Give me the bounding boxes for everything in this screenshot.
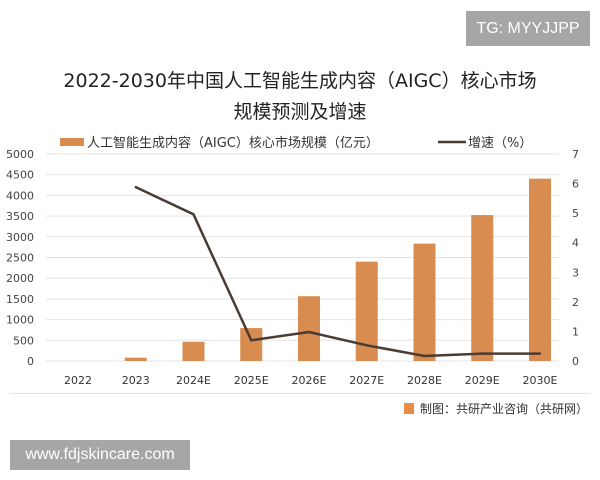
legend-line-label: 增速（%） [468, 136, 532, 151]
growth-point-2024E [192, 213, 195, 216]
bar-2029E [471, 215, 494, 361]
y-right-tick-label: 3 [572, 266, 579, 279]
bar-2026E [298, 296, 320, 361]
y-left-tick-label: 0 [27, 355, 34, 368]
bar-2023 [124, 357, 147, 361]
y-left-tick-label: 1500 [6, 293, 34, 306]
growth-point-2027E [365, 344, 368, 347]
watermark-badge-bottom: www.fdjskincare.com [10, 440, 190, 470]
bar-2030E [529, 178, 551, 361]
legend: 人工智能生成内容（AIGC）核心市场规模（亿元） 增速（%） [60, 135, 532, 151]
x-tick-label: 2022 [64, 374, 92, 387]
y-left-tick-label: 2000 [6, 272, 34, 285]
y-left-tick-label: 2500 [6, 252, 34, 265]
y-right-tick-label: 5 [572, 207, 579, 220]
growth-point-2026E [307, 330, 311, 334]
footer-divider [10, 393, 590, 394]
x-tick-label: 2030E [523, 374, 558, 387]
source-logo-icon [403, 403, 414, 414]
growth-point-2028E [423, 354, 426, 358]
y-right-tick-label: 4 [572, 237, 579, 250]
x-tick-label: 2029E [465, 374, 500, 387]
x-tick-label: 2023 [122, 374, 150, 387]
legend-bar-swatch [60, 138, 84, 146]
y-right-tick-label: 0 [572, 355, 579, 368]
y-left-tick-label: 1000 [6, 314, 34, 327]
y-left-tick-label: 3500 [6, 210, 34, 223]
y-right-tick-label: 2 [572, 296, 579, 309]
y-right-tick-label: 7 [572, 148, 579, 161]
growth-line [135, 185, 540, 358]
x-tick-label: 2028E [407, 374, 442, 387]
growth-point-2023 [134, 185, 137, 189]
source-credit: 制图：共研产业咨询（共研网） [403, 400, 588, 417]
growth-point-2030E [538, 352, 542, 355]
chart-title-line2: 规模预测及增速 [233, 101, 367, 123]
bar-2028E [413, 243, 436, 361]
y-left-tick-label: 500 [13, 334, 34, 347]
watermark-badge-top: TG: MYYJJPP [466, 11, 590, 46]
bar-2025E [240, 328, 263, 361]
y-left-tick-label: 5000 [6, 148, 34, 161]
y-right-tick-label: 1 [572, 325, 579, 338]
x-tick-label: 2026E [292, 374, 327, 387]
source-text: 制图：共研产业咨询（共研网） [419, 402, 588, 416]
x-tick-label: 2024E [176, 374, 211, 387]
growth-point-2025E [250, 339, 253, 342]
y-left-tick-label: 4500 [6, 169, 34, 182]
y-left-tick-label: 3000 [6, 231, 34, 244]
bar-2024E [182, 341, 205, 361]
growth-point-2029E [481, 352, 484, 355]
y-right-tick-label: 6 [572, 178, 579, 191]
legend-bar-label: 人工智能生成内容（AIGC）核心市场规模（亿元） [87, 135, 379, 151]
chart-title-line1: 2022-2030年中国人工智能生成内容（AIGC）核心市场 [63, 70, 537, 92]
x-tick-label: 2027E [349, 374, 384, 387]
x-tick-label: 2025E [234, 374, 269, 387]
chart: 人工智能生成内容（AIGC）核心市场规模（亿元） 增速（%） 0 500 1000 1… [6, 135, 579, 387]
y-left-tick-label: 4000 [6, 189, 34, 202]
bar-2027E [355, 261, 378, 361]
